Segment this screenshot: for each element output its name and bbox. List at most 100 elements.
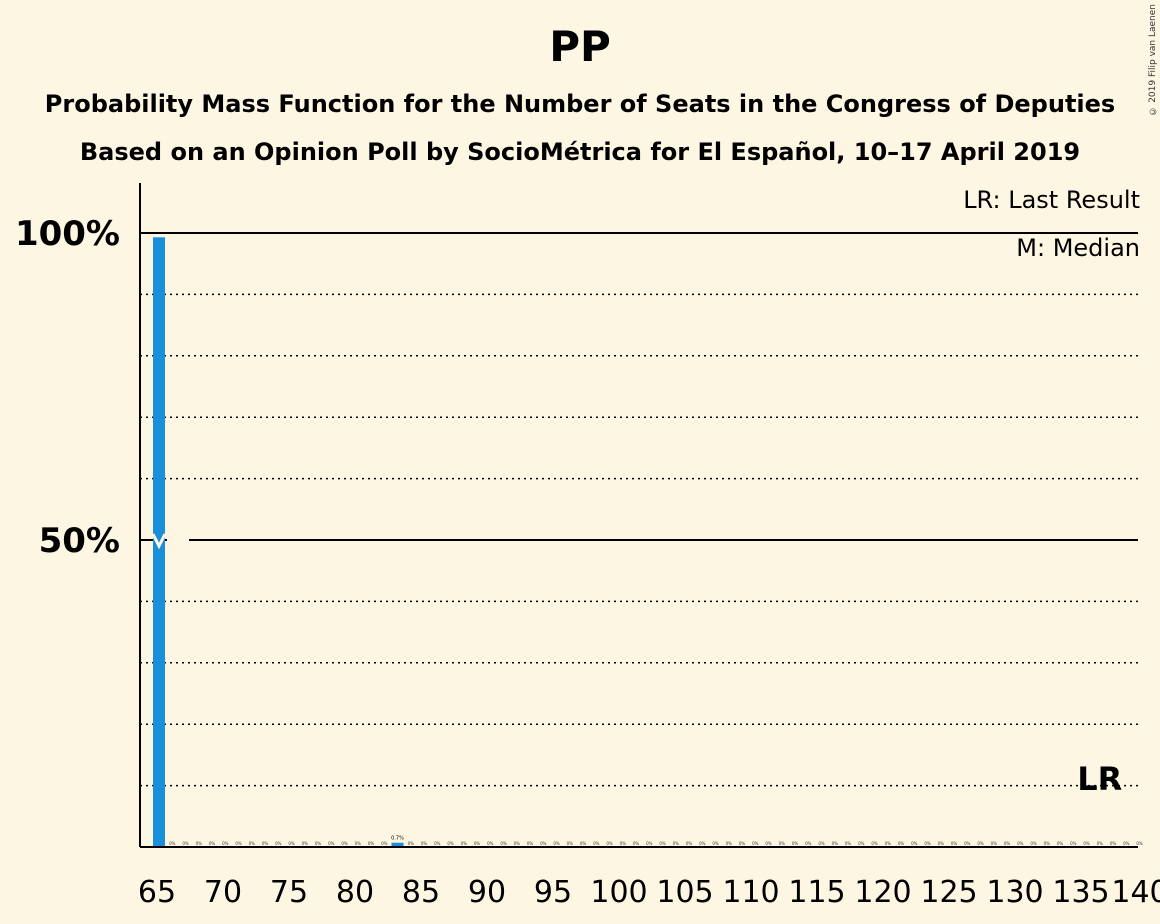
- zero-label-131: 0%: [1017, 841, 1024, 846]
- zero-label-79: 0%: [328, 841, 335, 846]
- zero-label-99: 0%: [593, 841, 600, 846]
- zero-label-106: 0%: [686, 841, 693, 846]
- zero-label-139: 0%: [1123, 841, 1130, 846]
- zero-label-70: 0%: [209, 841, 216, 846]
- zero-label-91: 0%: [487, 841, 494, 846]
- x-tick-label-100: 100: [590, 875, 647, 910]
- zero-label-68: 0%: [182, 841, 189, 846]
- zero-label-90: 0%: [474, 841, 481, 846]
- zero-label-72: 0%: [235, 841, 242, 846]
- zero-label-98: 0%: [580, 841, 587, 846]
- zero-label-94: 0%: [527, 841, 534, 846]
- x-tick-label-80: 80: [336, 875, 374, 910]
- median-marker: [151, 533, 167, 550]
- zero-label-92: 0%: [500, 841, 507, 846]
- zero-label-87: 0%: [434, 841, 441, 846]
- x-tick-label-85: 85: [402, 875, 440, 910]
- chart-subtitle-1: Probability Mass Function for the Number…: [44, 90, 1116, 118]
- zero-label-109: 0%: [726, 841, 733, 846]
- zero-label-121: 0%: [885, 841, 892, 846]
- x-tick-label-140: 140: [1111, 875, 1160, 910]
- y-tick-label-100: 100%: [15, 214, 120, 254]
- zero-label-104: 0%: [659, 841, 666, 846]
- bar-66: [153, 237, 165, 848]
- x-tick-label-125: 125: [920, 875, 977, 910]
- zero-label-105: 0%: [673, 841, 680, 846]
- bar-label-84: 0.7%: [391, 836, 404, 842]
- zero-label-126: 0%: [951, 841, 958, 846]
- zero-label-107: 0%: [699, 841, 706, 846]
- zero-label-102: 0%: [633, 841, 640, 846]
- zero-label-134: 0%: [1057, 841, 1064, 846]
- x-tick-label-105: 105: [656, 875, 713, 910]
- zero-label-120: 0%: [871, 841, 878, 846]
- zero-label-112: 0%: [765, 841, 772, 846]
- legend-last-result: LR: Last Result: [963, 186, 1140, 214]
- zero-label-117: 0%: [832, 841, 839, 846]
- zero-label-73: 0%: [249, 841, 256, 846]
- zero-label-88: 0%: [447, 841, 454, 846]
- zero-label-83: 0%: [381, 841, 388, 846]
- zero-label-89: 0%: [461, 841, 468, 846]
- zero-label-76: 0%: [288, 841, 295, 846]
- x-tick-label-135: 135: [1052, 875, 1109, 910]
- zero-label-95: 0%: [540, 841, 547, 846]
- zero-label-118: 0%: [845, 841, 852, 846]
- zero-label-81: 0%: [355, 841, 362, 846]
- zero-label-122: 0%: [898, 841, 905, 846]
- chart-subtitle-2: Based on an Opinion Poll by SocioMétrica…: [79, 138, 1081, 166]
- zero-label-103: 0%: [646, 841, 653, 846]
- zero-label-74: 0%: [262, 841, 269, 846]
- x-tick-label-130: 130: [986, 875, 1043, 910]
- x-tick-label-70: 70: [204, 875, 242, 910]
- x-tick-label-90: 90: [468, 875, 506, 910]
- zero-label-140: 0%: [1136, 841, 1143, 846]
- zero-label-119: 0%: [858, 841, 865, 846]
- legend-median: M: Median: [1016, 234, 1140, 262]
- zero-label-108: 0%: [712, 841, 719, 846]
- zero-label-116: 0%: [818, 841, 825, 846]
- zero-label-93: 0%: [514, 841, 521, 846]
- zero-label-86: 0%: [421, 841, 428, 846]
- zero-label-78: 0%: [315, 841, 322, 846]
- x-tick-label-95: 95: [534, 875, 572, 910]
- zero-label-125: 0%: [938, 841, 945, 846]
- zero-label-97: 0%: [567, 841, 574, 846]
- median-line-gap: [167, 532, 189, 548]
- zero-label-80: 0%: [341, 841, 348, 846]
- zero-label-110: 0%: [739, 841, 746, 846]
- x-tick-label-65: 65: [138, 875, 176, 910]
- zero-label-69: 0%: [196, 841, 203, 846]
- zero-label-127: 0%: [964, 841, 971, 846]
- zero-label-115: 0%: [805, 841, 812, 846]
- zero-label-128: 0%: [977, 841, 984, 846]
- zero-label-71: 0%: [222, 841, 229, 846]
- zero-label-135: 0%: [1070, 841, 1077, 846]
- zero-label-133: 0%: [1044, 841, 1051, 846]
- zero-label-77: 0%: [302, 841, 309, 846]
- zero-label-75: 0%: [275, 841, 282, 846]
- zero-label-124: 0%: [924, 841, 931, 846]
- zero-label-123: 0%: [911, 841, 918, 846]
- y-tick-label-50: 50%: [39, 521, 120, 561]
- x-tick-label-75: 75: [270, 875, 308, 910]
- zero-label-82: 0%: [368, 841, 375, 846]
- x-tick-label-110: 110: [722, 875, 779, 910]
- chart-title: PP: [549, 22, 611, 71]
- zero-label-137: 0%: [1097, 841, 1104, 846]
- zero-label-113: 0%: [779, 841, 786, 846]
- last-result-label: LR: [1077, 760, 1122, 798]
- zero-label-67: 0%: [169, 841, 176, 846]
- zero-label-96: 0%: [553, 841, 560, 846]
- zero-label-111: 0%: [752, 841, 759, 846]
- zero-label-136: 0%: [1083, 841, 1090, 846]
- bar-84: [391, 842, 404, 847]
- zero-label-138: 0%: [1110, 841, 1117, 846]
- zero-label-101: 0%: [620, 841, 627, 846]
- zero-label-129: 0%: [991, 841, 998, 846]
- zero-label-114: 0%: [792, 841, 799, 846]
- x-tick-label-120: 120: [854, 875, 911, 910]
- zero-label-132: 0%: [1030, 841, 1037, 846]
- x-tick-label-115: 115: [788, 875, 845, 910]
